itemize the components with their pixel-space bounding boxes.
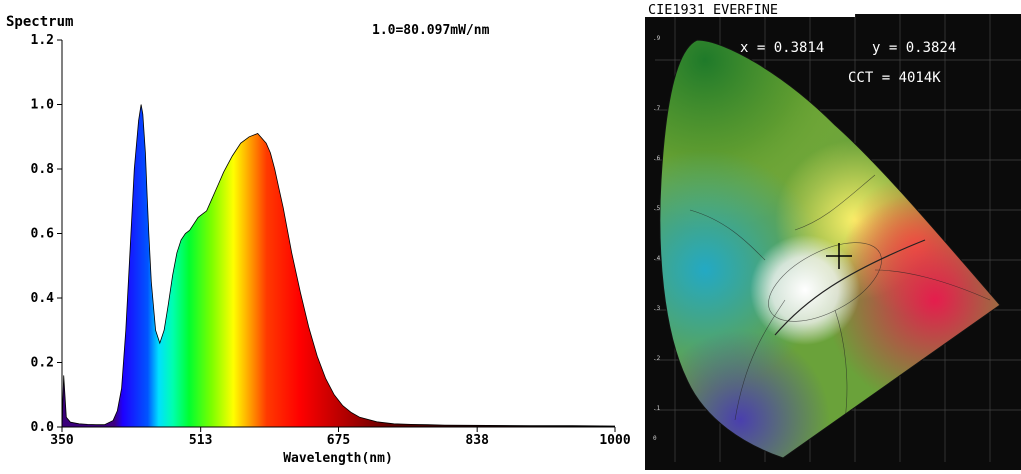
spectrum-area	[62, 104, 615, 427]
chromaticity-point-marker	[826, 243, 852, 269]
cie-spectral-locus	[659, 39, 1001, 459]
svg-text:.3: .3	[653, 305, 661, 312]
y-tick-label: 1.0	[31, 98, 55, 113]
cie-diagram: .9 .7 .6 .5 .4 .3 .2 .1 0 CIE1931 EVERFINE x =…	[645, 0, 1021, 470]
y-tick-label: 0.6	[31, 227, 55, 242]
x-tick-label: 513	[189, 433, 212, 448]
cct-readout: CCT = 4014K	[848, 70, 941, 86]
y-tick-label: 0.8	[31, 162, 55, 177]
x-axis-label: Wavelength(nm)	[283, 451, 393, 466]
y-tick-label: 0.4	[31, 291, 55, 306]
cie-title-backdrop	[645, 0, 855, 17]
x-tick-label: 675	[327, 433, 350, 448]
x-tick-label: 838	[465, 433, 489, 448]
spectrum-title: Spectrum	[6, 14, 73, 30]
svg-text:.6: .6	[653, 155, 661, 162]
svg-text:0: 0	[653, 435, 657, 442]
x-ticks: 350 513 675 838 1000	[50, 427, 631, 448]
y-coordinate-readout: y = 0.3824	[872, 40, 956, 56]
spectrum-chart: Spectrum 1.0=80.097mW/nm 0.0 0.2 0.4 0.6 0.8…	[6, 14, 631, 466]
cie-panel: .9 .7 .6 .5 .4 .3 .2 .1 0 CIE1931 EVERFINE x =…	[645, 0, 1021, 470]
cie-axis-numbers: .9 .7 .6 .5 .4 .3 .2 .1 0	[653, 35, 661, 442]
x-coordinate-readout: x = 0.3814	[740, 40, 824, 56]
spectrum-annotation: 1.0=80.097mW/nm	[372, 23, 490, 38]
svg-text:.5: .5	[653, 205, 661, 212]
spectrum-series-line	[61, 104, 616, 428]
svg-text:.4: .4	[653, 255, 661, 262]
svg-text:.2: .2	[653, 355, 661, 362]
svg-text:.7: .7	[653, 105, 661, 112]
y-tick-label: 0.0	[31, 420, 55, 435]
y-tick-label: 1.2	[31, 33, 54, 48]
x-tick-label: 350	[50, 433, 74, 448]
y-ticks: 0.0 0.2 0.4 0.6 0.8 1.0 1.2	[31, 33, 62, 435]
svg-text:.9: .9	[653, 35, 661, 42]
y-tick-label: 0.2	[31, 356, 54, 371]
planckian-locus	[774, 239, 926, 336]
spectrum-panel: Spectrum 1.0=80.097mW/nm 0.0 0.2 0.4 0.6 0.8…	[6, 14, 631, 466]
svg-text:.1: .1	[653, 405, 661, 412]
cie-title: CIE1931 EVERFINE	[648, 2, 778, 18]
x-tick-label: 1000	[599, 433, 630, 448]
